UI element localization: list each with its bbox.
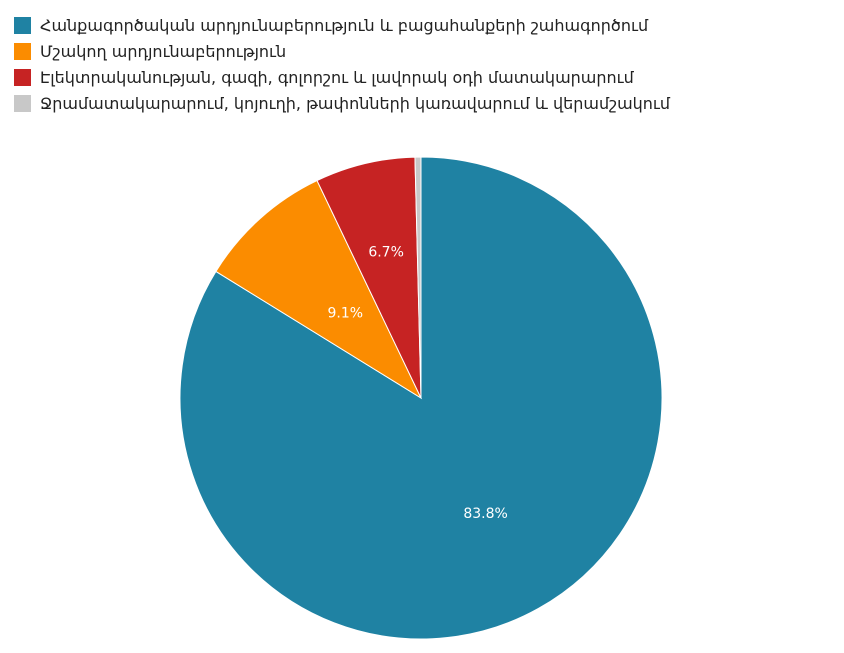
legend-swatch-water-supply <box>14 94 31 112</box>
legend-swatch-manufacturing <box>14 42 31 60</box>
pie-slice-manufacturing[interactable] <box>215 179 423 400</box>
legend-label-manufacturing: Մշակող արդյունաբերություն <box>40 41 287 61</box>
pie-data-labels: 83.8% 9.1% 6.7% <box>328 245 508 522</box>
legend-item-mining[interactable]: Հանքագործական արդյունաբերություն և բացահ… <box>14 12 670 38</box>
legend-label-mining: Հանքագործական արդյունաբերություն և բացահ… <box>40 15 649 35</box>
chart-legend: Հանքագործական արդյունաբերություն և բացահ… <box>14 12 670 116</box>
data-label-mining: 83.8% <box>463 506 507 522</box>
pie-slices <box>179 156 663 640</box>
legend-swatch-electricity <box>14 68 31 86</box>
pie-slice-water-supply[interactable] <box>414 156 422 399</box>
legend-item-manufacturing[interactable]: Մշակող արդյունաբերություն <box>14 38 670 64</box>
legend-swatch-mining <box>14 16 31 34</box>
legend-item-electricity[interactable]: Էլեկտրականության, գազի, գոլորշու և լավոր… <box>14 64 670 90</box>
legend-label-water-supply: Ջրամատակարարում, կոյուղի, թափոնների կառա… <box>40 93 671 113</box>
legend-label-electricity: Էլեկտրականության, գազի, գոլորշու և լավոր… <box>40 67 634 87</box>
data-label-electricity: 6.7% <box>368 245 404 261</box>
legend-item-water-supply[interactable]: Ջրամատակարարում, կոյուղի, թափոնների կառա… <box>14 90 670 116</box>
data-label-manufacturing: 9.1% <box>328 306 364 322</box>
